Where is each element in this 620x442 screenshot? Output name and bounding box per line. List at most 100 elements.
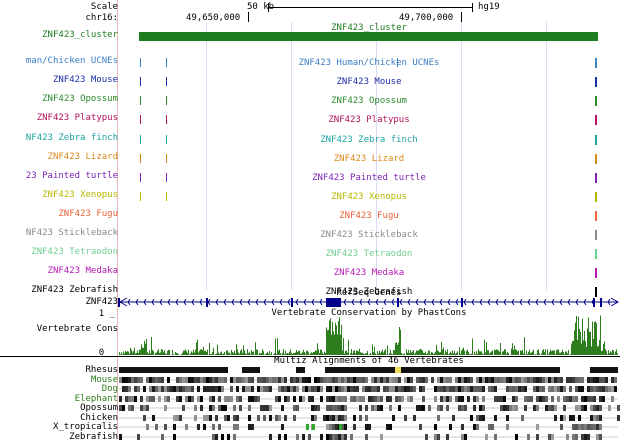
conservation-bar (530, 353, 531, 355)
track-label-5[interactable]: NF423 Zebra finch (26, 133, 118, 143)
alignment-block (362, 377, 365, 383)
multiz-alignment-row[interactable] (0, 366, 620, 374)
conservation-bar (507, 352, 508, 355)
track-label-4[interactable]: ZNF423 Platypus (37, 113, 118, 123)
multiz-alignment-row[interactable] (0, 433, 620, 441)
track-feature-mark[interactable] (595, 268, 597, 278)
alignment-block (488, 377, 491, 383)
track-feature-mark[interactable] (140, 135, 141, 144)
track-label-3[interactable]: ZNF423 Opossum (42, 94, 118, 104)
cluster-feature-bar[interactable] (139, 32, 598, 41)
scale-bar (268, 7, 473, 8)
conservation-bar (471, 354, 472, 355)
track-feature-mark[interactable] (595, 230, 597, 240)
gene-exon[interactable] (326, 298, 341, 307)
track-feature-mark[interactable] (166, 115, 167, 124)
track-feature-mark[interactable] (397, 58, 398, 67)
track-feature-mark[interactable] (140, 96, 141, 105)
track-feature-mark[interactable] (595, 154, 597, 164)
alignment-block (350, 386, 353, 392)
track-feature-mark[interactable] (166, 77, 167, 86)
conservation-bar (161, 349, 162, 355)
multiz-alignment-row[interactable] (0, 414, 620, 422)
alignment-block (179, 415, 182, 421)
alignment-block (305, 377, 308, 383)
track-label-13[interactable]: ZNF423 Zebrafish (31, 285, 118, 295)
track-label-9[interactable]: ZNF423 Fugu (58, 209, 118, 219)
conservation-bar (195, 350, 196, 355)
conservation-bar (515, 349, 516, 355)
track-feature-mark[interactable] (166, 154, 167, 163)
alignment-block (248, 396, 251, 402)
alignment-block (341, 377, 344, 383)
track-feature-mark[interactable] (595, 115, 597, 125)
conservation-bar (362, 353, 363, 355)
gene-exon[interactable] (600, 298, 602, 307)
conservation-bar (146, 339, 147, 355)
conservation-wiggle[interactable] (0, 314, 620, 356)
alignment-block (494, 396, 497, 402)
conservation-bar (190, 353, 191, 355)
gene-exon[interactable] (461, 298, 463, 307)
track-label-8[interactable]: ZNF423 Xenopus (42, 190, 118, 200)
gene-exon[interactable] (118, 298, 120, 307)
conservation-bar (476, 351, 477, 355)
track-feature-mark[interactable] (166, 96, 167, 105)
gene-exon[interactable] (291, 298, 293, 307)
track-feature-mark[interactable] (595, 249, 597, 259)
conservation-bar (123, 352, 124, 356)
track-feature-mark[interactable] (140, 154, 141, 163)
alignment-gap (305, 367, 325, 373)
gene-exon[interactable] (206, 298, 208, 307)
conservation-bar (249, 352, 250, 355)
track-label-7[interactable]: 23 Painted turtle (26, 171, 118, 181)
alignment-block (278, 396, 281, 402)
alignment-block (392, 386, 395, 392)
multiz-alignment-row[interactable] (0, 404, 620, 412)
track-label-6[interactable]: ZNF423 Lizard (48, 152, 118, 162)
alignment-block (305, 386, 308, 392)
track-feature-mark[interactable] (166, 173, 167, 182)
track-feature-mark[interactable] (595, 135, 597, 145)
conservation-bar (338, 321, 339, 355)
track-feature-mark[interactable] (595, 173, 597, 183)
track-label-11[interactable]: ZNF423 Tetraodon (31, 247, 118, 257)
track-feature-mark[interactable] (140, 77, 141, 86)
conservation-bar (556, 350, 557, 355)
alignment-block (329, 424, 332, 430)
track-label-2[interactable]: ZNF423 Mouse (53, 75, 118, 85)
multiz-alignment-row[interactable] (0, 376, 620, 384)
track-feature-mark[interactable] (595, 211, 597, 221)
refseq-gene-model[interactable] (0, 297, 620, 307)
multiz-alignment-row[interactable] (0, 395, 620, 403)
track-feature-mark[interactable] (140, 58, 141, 67)
alignment-block (368, 424, 371, 430)
alignment-block (407, 386, 410, 392)
track-label-0[interactable]: ZNF423_cluster (42, 30, 118, 40)
multiz-alignment-row[interactable] (0, 423, 620, 431)
track-feature-mark[interactable] (595, 58, 597, 68)
multiz-alignment-row[interactable] (0, 385, 620, 393)
track-feature-mark[interactable] (595, 77, 597, 87)
track-label-1[interactable]: man/Chicken UCNEs (26, 56, 118, 66)
track-feature-mark[interactable] (140, 115, 141, 124)
track-label-12[interactable]: ZNF423 Medaka (48, 266, 118, 276)
alignment-block (449, 377, 452, 383)
track-feature-mark[interactable] (166, 58, 167, 67)
conservation-bar (202, 350, 203, 355)
gene-exon[interactable] (397, 298, 399, 307)
alignment-block (434, 386, 437, 392)
gene-exon[interactable] (593, 298, 595, 307)
track-feature-mark[interactable] (166, 135, 167, 144)
track-feature-mark[interactable] (166, 192, 167, 201)
track-feature-mark[interactable] (140, 173, 141, 182)
track-feature-mark[interactable] (595, 96, 597, 106)
track-feature-mark[interactable] (140, 192, 141, 201)
track-feature-mark[interactable] (595, 192, 597, 202)
conservation-bar (196, 343, 197, 356)
alignment-block (176, 415, 179, 421)
track-title-5: ZNF423 Zebra finch (118, 135, 620, 145)
track-label-10[interactable]: NF423 Stickleback (26, 228, 118, 238)
conservation-bar (162, 350, 163, 355)
